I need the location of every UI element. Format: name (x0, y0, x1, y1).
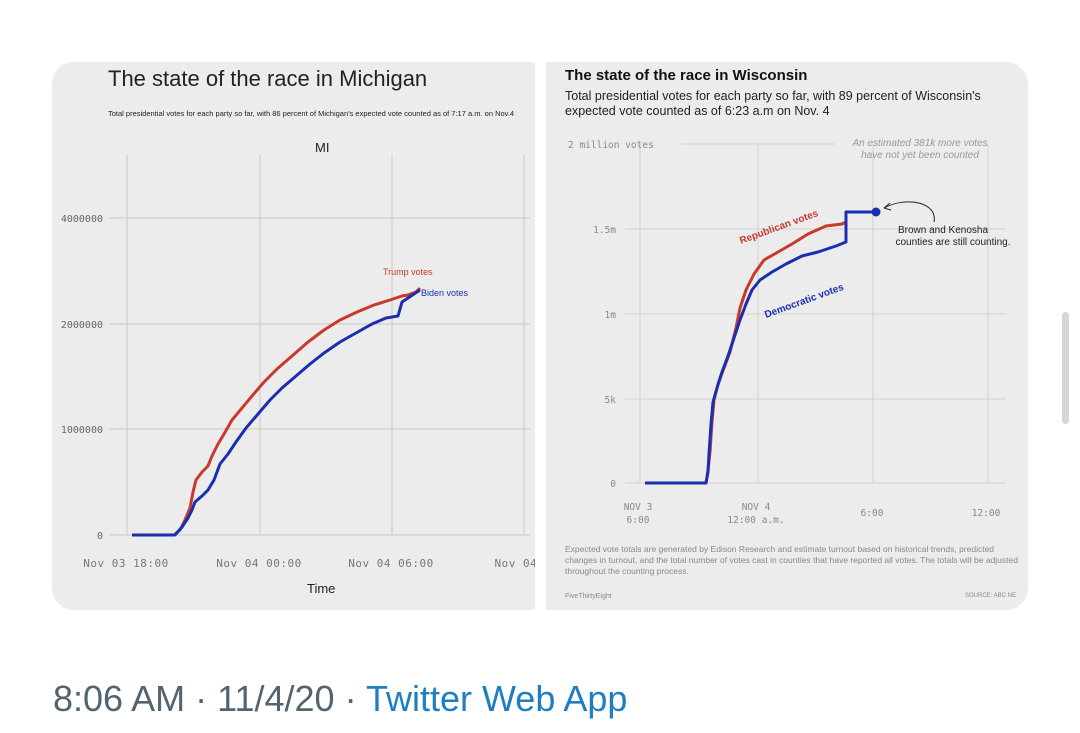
y-tick-label: 1000000 (61, 425, 103, 436)
republican-votes-line (645, 220, 847, 485)
y-tick-label: 1m (605, 310, 617, 321)
source-label: SOURCE: ABC NE (964, 593, 1016, 599)
tweet-metadata: 8:06 AM · 11/4/20 · Twitter Web App (53, 678, 627, 720)
x-tick-label: NOV 4 (742, 502, 771, 513)
y-tick-label: 1.5m (593, 225, 616, 236)
trump-series-label: Trump votes (383, 267, 433, 277)
x-tick-label: Nov 04 00:00 (216, 557, 301, 570)
latest-count-dot (871, 207, 881, 217)
x-tick-label: 6:00 (627, 515, 650, 526)
uncounted-note: An estimated 381k more votes (851, 138, 987, 149)
x-tick-label: Nov 04 06:00 (348, 557, 433, 570)
biden-series-label: Biden votes (421, 288, 469, 298)
counting-note: Brown and Kenosha (898, 225, 989, 236)
counting-note: counties are still counting. (895, 237, 1010, 248)
wisconsin-chart-title: The state of the race in Wisconsin (565, 67, 808, 84)
y-tick-label: 4000000 (61, 214, 103, 225)
x-tick-label: Nov 03 18:00 (83, 557, 168, 570)
meta-separator: · (344, 678, 357, 719)
michigan-state-label: MI (315, 140, 330, 155)
michigan-x-axis-label: Time (307, 581, 336, 596)
michigan-chart-subtitle: Total presidential votes for each party … (108, 109, 515, 118)
democratic-votes-line (645, 210, 876, 485)
tweet-date: 11/4/20 (217, 678, 335, 719)
wisconsin-line-chart: 2 million votes 1.5m 1m 5k 0 NOV 3 6:00 NOV 4 12… (568, 138, 1011, 526)
tweet-source-link[interactable]: Twitter Web App (365, 678, 628, 719)
michigan-chart-title: The state of the race in Michigan (108, 66, 428, 91)
y-tick-label: 2000000 (61, 320, 103, 331)
wisconsin-chart-subtitle: Total presidential votes for each party … (565, 89, 981, 118)
michigan-line-chart: 4000000 2000000 1000000 0 Nov 03 18:00 Nov 04… (61, 155, 535, 570)
democratic-series-label: Democratic votes (763, 282, 846, 321)
trump-votes-line (132, 286, 422, 537)
michigan-chart-card: The state of the race in Michigan Total … (52, 62, 535, 610)
uncounted-note: have not yet been counted (861, 150, 979, 161)
annotation-arrowhead (883, 202, 892, 211)
scrollbar-thumb[interactable] (1062, 312, 1069, 424)
wisconsin-chart-card: The state of the race in Wisconsin Total… (546, 62, 1028, 610)
x-tick-label: Nov 04 1 (495, 557, 535, 570)
y-tick-label: 0 (97, 531, 103, 542)
republican-series-label: Republican votes (738, 208, 820, 247)
biden-votes-line (132, 288, 421, 537)
x-tick-label: 12:00 (972, 508, 1001, 519)
y-tick-label: 5k (605, 395, 617, 406)
y-tick-label: 2 million votes (568, 140, 654, 151)
meta-separator: · (195, 678, 208, 719)
brand-label: FiveThirtyEight (565, 593, 612, 600)
annotation-arrow (883, 201, 935, 223)
tweet-time: 8:06 AM (53, 678, 186, 719)
y-tick-label: 0 (610, 479, 616, 490)
x-tick-label: 12:00 a.m. (727, 515, 784, 526)
wisconsin-footnote: Expected vote totals are generated by Ed… (565, 544, 1018, 576)
x-tick-label: 6:00 (861, 508, 884, 519)
x-tick-label: NOV 3 (624, 502, 653, 513)
